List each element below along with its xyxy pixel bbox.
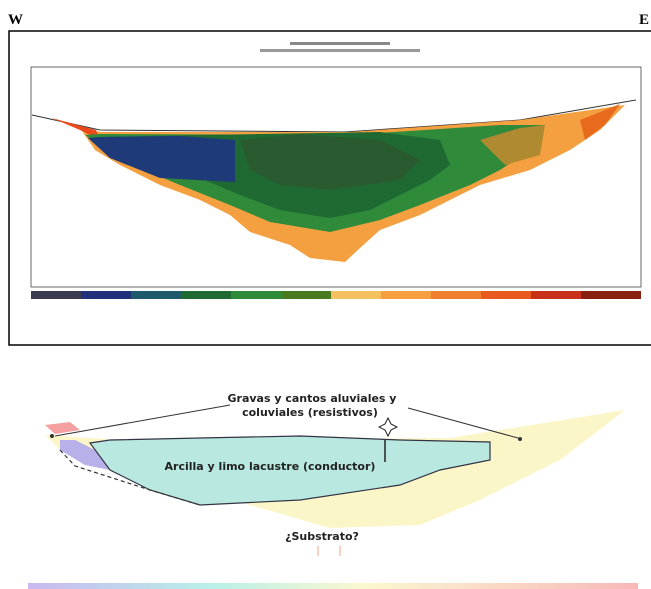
tomography-panel [9, 31, 651, 345]
substrate-label: ¿Substrato? [285, 530, 359, 543]
gravels-label: Gravas y cantos aluviales y [228, 392, 397, 405]
colorbar [31, 291, 641, 299]
gravels-label: coluviales (resistivos) [242, 406, 378, 419]
east-label: E [639, 12, 649, 28]
clay-label: Arcilla y limo lacustre (conductor) [165, 460, 376, 473]
interpretation: Gravas y cantos aluviales y coluviales (… [28, 392, 638, 589]
west-label: W [8, 12, 23, 28]
figure: W E Gravas y can [0, 0, 651, 589]
